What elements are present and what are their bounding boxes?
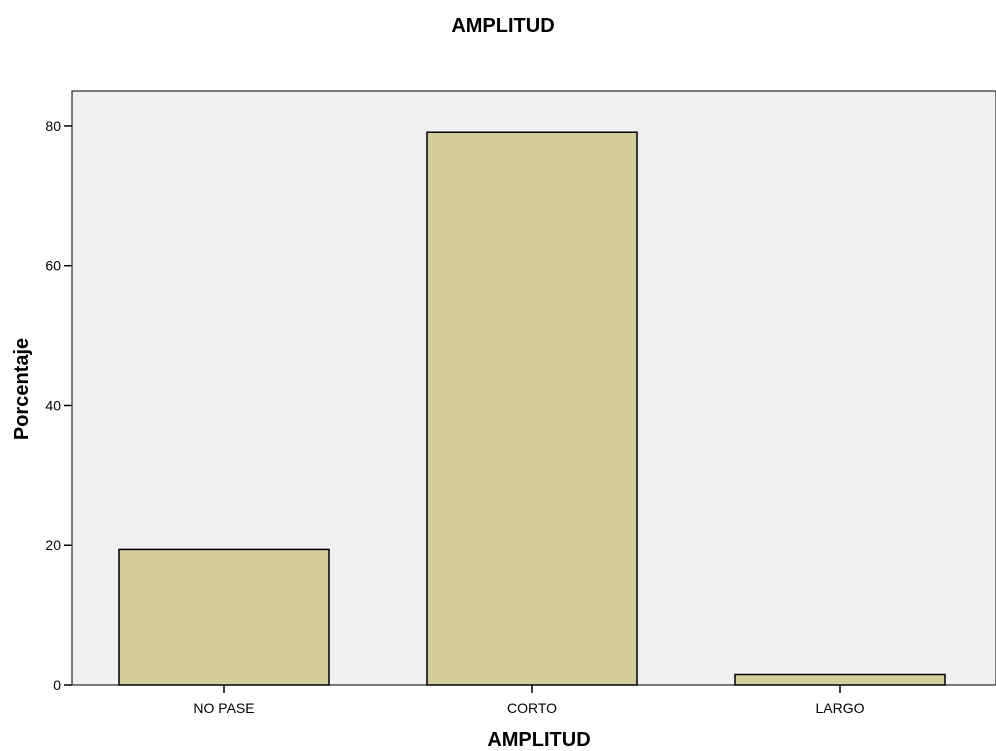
bar-largo [734,673,946,686]
bar-no-pase [118,548,330,686]
y-tick-label: 40 [45,397,61,413]
x-axis: NO PASE CORTO LARGO [193,685,865,716]
bar-corto [426,131,638,686]
y-axis: 0 20 40 60 80 [45,118,72,693]
x-tick-label: CORTO [507,700,557,716]
y-axis-title: Porcentaje [11,338,33,440]
x-axis-title: AMPLITUD [487,729,590,751]
chart-title: AMPLITUD [451,15,554,37]
x-tick-label: LARGO [815,700,864,716]
y-tick-label: 0 [53,677,61,693]
y-tick-label: 60 [45,258,61,274]
x-tick-label: NO PASE [193,700,254,716]
y-tick-label: 80 [45,118,61,134]
bars [118,131,946,686]
y-tick-label: 20 [45,537,61,553]
